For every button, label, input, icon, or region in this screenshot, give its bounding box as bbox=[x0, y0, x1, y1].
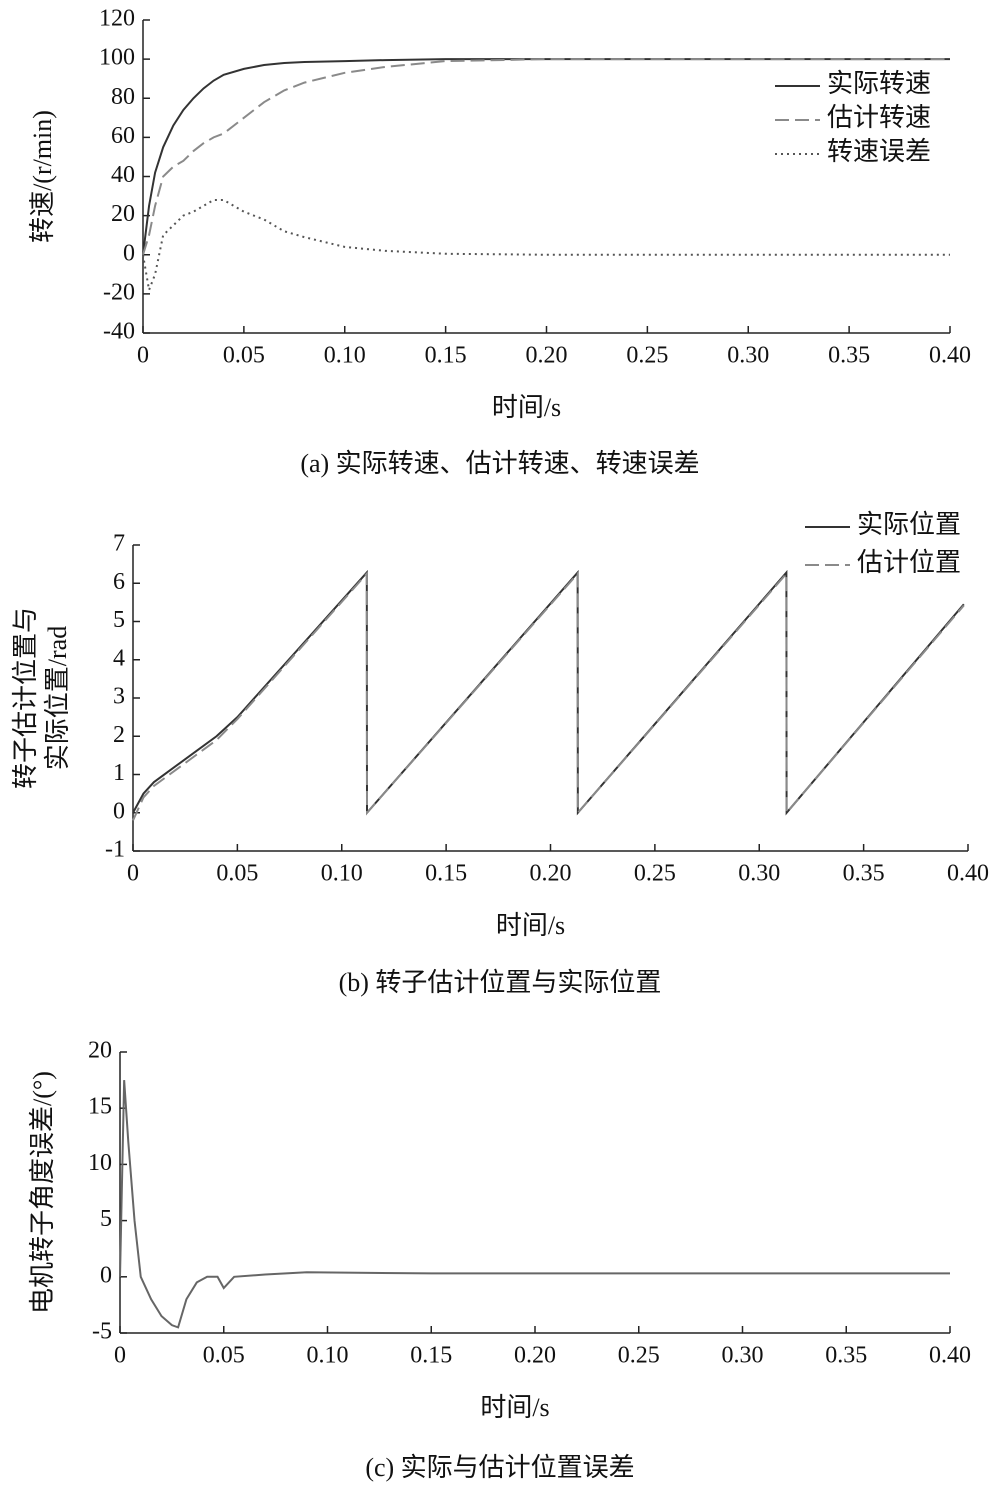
caption: (c) 实际与估计位置误差 bbox=[365, 1453, 634, 1482]
y-tick-label: 20 bbox=[111, 201, 135, 227]
x-tick-label: 0.30 bbox=[727, 343, 769, 369]
y-tick-label: 60 bbox=[111, 123, 135, 149]
series-line bbox=[119, 1080, 950, 1329]
y-tick-label: 0 bbox=[113, 798, 125, 824]
x-tick-label: 0.40 bbox=[929, 1343, 971, 1369]
x-tick-label: 0.35 bbox=[843, 861, 885, 887]
x-tick-label: 0.25 bbox=[626, 343, 668, 369]
y-tick-label: 6 bbox=[113, 569, 125, 595]
x-tick-label: 0.15 bbox=[425, 343, 467, 369]
y-tick-label: 120 bbox=[99, 6, 135, 32]
y-axis-label: 转子估计位置与 bbox=[11, 607, 40, 789]
series-line bbox=[142, 58, 950, 255]
x-tick-label: 0.10 bbox=[321, 861, 363, 887]
series-line bbox=[142, 198, 950, 294]
legend-label: 转速误差 bbox=[827, 137, 931, 166]
y-tick-label: 2 bbox=[113, 722, 125, 748]
y-tick-label: 3 bbox=[113, 684, 125, 710]
y-axis-label: 电机转子角度误差/(°) bbox=[28, 1071, 57, 1314]
x-tick-label: 0.05 bbox=[203, 1343, 245, 1369]
y-tick-label: -1 bbox=[105, 837, 125, 863]
x-tick-label: 0 bbox=[127, 861, 139, 887]
x-tick-label: 0.40 bbox=[929, 343, 971, 369]
y-tick-label: 100 bbox=[99, 45, 135, 71]
y-tick-label: 40 bbox=[111, 162, 135, 188]
legend-label: 估计位置 bbox=[857, 548, 961, 577]
legend-label: 估计转速 bbox=[827, 103, 931, 132]
y-axis-label: 实际位置/rad bbox=[43, 626, 72, 770]
series-line bbox=[132, 569, 965, 816]
x-axis-label: 时间/s bbox=[480, 1393, 549, 1422]
x-tick-label: 0.05 bbox=[223, 343, 265, 369]
legend-label: 实际转速 bbox=[827, 69, 931, 98]
y-tick-label: 7 bbox=[113, 531, 125, 557]
y-tick-label: 1 bbox=[113, 760, 125, 786]
x-tick-label: 0.10 bbox=[324, 343, 366, 369]
y-tick-label: 20 bbox=[88, 1038, 112, 1064]
x-tick-label: 0.20 bbox=[514, 1343, 556, 1369]
x-tick-label: 0 bbox=[114, 1343, 126, 1369]
y-tick-label: 15 bbox=[88, 1094, 112, 1120]
x-tick-label: 0.20 bbox=[530, 861, 572, 887]
x-axis-label: 时间/s bbox=[492, 393, 561, 422]
x-tick-label: 0.05 bbox=[216, 861, 258, 887]
x-tick-label: 0.10 bbox=[307, 1343, 349, 1369]
x-tick-label: 0.20 bbox=[526, 343, 568, 369]
y-tick-label: -40 bbox=[103, 319, 135, 345]
y-tick-label: 0 bbox=[123, 240, 135, 266]
x-tick-label: 0 bbox=[137, 343, 149, 369]
y-tick-label: -20 bbox=[103, 279, 135, 305]
x-tick-label: 0.15 bbox=[410, 1343, 452, 1369]
caption: (b) 转子估计位置与实际位置 bbox=[339, 968, 662, 997]
x-tick-label: 0.30 bbox=[738, 861, 780, 887]
legend-label: 实际位置 bbox=[857, 510, 961, 539]
y-axis-label: 转速/(r/min) bbox=[28, 110, 57, 243]
x-tick-label: 0.30 bbox=[722, 1343, 764, 1369]
y-tick-label: 80 bbox=[111, 84, 135, 110]
x-tick-label: 0.40 bbox=[947, 861, 989, 887]
y-tick-label: 5 bbox=[113, 607, 125, 633]
y-tick-label: 0 bbox=[100, 1262, 112, 1288]
x-tick-label: 0.25 bbox=[634, 861, 676, 887]
caption: (a) 实际转速、估计转速、转速误差 bbox=[300, 449, 699, 478]
x-tick-label: 0.35 bbox=[828, 343, 870, 369]
y-tick-label: 5 bbox=[100, 1206, 112, 1232]
x-axis-label: 时间/s bbox=[496, 911, 565, 940]
series-line bbox=[132, 571, 965, 821]
y-tick-label: -5 bbox=[92, 1319, 112, 1345]
x-tick-label: 0.35 bbox=[825, 1343, 867, 1369]
x-tick-label: 0.25 bbox=[618, 1343, 660, 1369]
y-tick-label: 10 bbox=[88, 1150, 112, 1176]
x-tick-label: 0.15 bbox=[425, 861, 467, 887]
series-line bbox=[142, 58, 950, 256]
y-tick-label: 4 bbox=[113, 645, 125, 671]
